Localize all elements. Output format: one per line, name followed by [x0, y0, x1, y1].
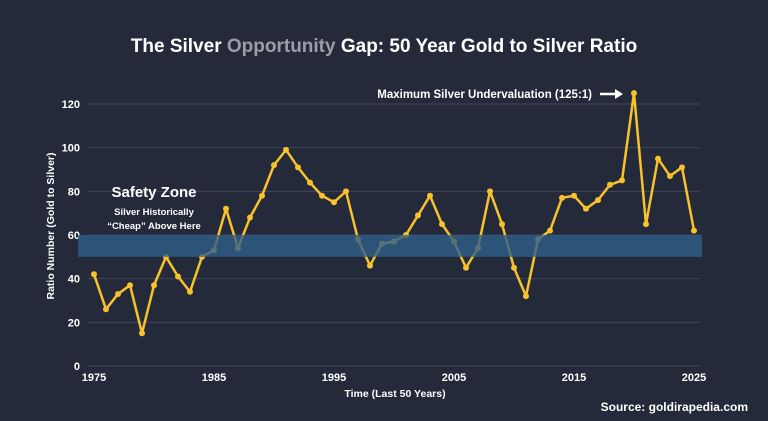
y-tick-label: 100: [62, 143, 80, 155]
safety-zone-band: [78, 235, 702, 257]
data-point: [307, 179, 313, 186]
data-point: [319, 192, 325, 199]
data-point: [679, 164, 685, 171]
data-point: [631, 90, 637, 97]
data-point: [547, 227, 553, 234]
data-point: [151, 282, 157, 289]
x-tick-label: 2025: [682, 372, 706, 384]
data-point: [691, 227, 697, 234]
y-tick-label: 60: [68, 230, 80, 242]
source-label: Source: goldirapedia.com: [601, 400, 748, 414]
data-point: [295, 164, 301, 171]
y-tick-label: 40: [68, 274, 80, 286]
data-point: [139, 330, 145, 337]
data-point: [367, 262, 373, 269]
data-point: [127, 282, 133, 289]
x-tick-label: 1985: [202, 372, 226, 384]
data-point: [427, 192, 433, 199]
y-tick-label: 20: [68, 317, 80, 329]
data-point: [271, 162, 277, 169]
data-point: [415, 212, 421, 219]
data-point: [259, 192, 265, 199]
data-point: [583, 205, 589, 212]
data-point: [439, 221, 445, 228]
x-tick-label: 2005: [442, 372, 466, 384]
x-tick-label: 1975: [82, 372, 106, 384]
data-point: [619, 177, 625, 184]
data-point: [571, 192, 577, 199]
x-tick-label: 1995: [322, 372, 346, 384]
data-point: [487, 188, 493, 195]
y-tick-label: 0: [74, 361, 80, 373]
chart-title: The Silver Opportunity Gap: 50 Year Gold…: [131, 36, 637, 57]
data-point: [283, 146, 289, 153]
arrow-right-icon: [600, 89, 623, 99]
data-point: [187, 288, 193, 295]
data-point: [223, 205, 229, 212]
y-tick-label: 120: [62, 99, 80, 111]
data-point: [511, 264, 517, 271]
band-subtitle-line-1: Silver Historically: [114, 207, 194, 218]
data-point: [559, 194, 565, 201]
x-axis-label: Time (Last 50 Years): [344, 388, 445, 400]
data-point: [499, 221, 505, 228]
data-point: [343, 188, 349, 195]
data-point: [247, 214, 253, 221]
data-point: [331, 199, 337, 206]
data-point: [523, 293, 529, 300]
data-point: [655, 155, 661, 162]
x-tick-label: 2015: [562, 372, 586, 384]
band-subtitle-line-2: “Cheap” Above Here: [107, 221, 201, 232]
data-point: [175, 273, 181, 280]
band-title: Safety Zone: [111, 184, 196, 201]
data-point: [607, 181, 613, 188]
data-point: [667, 173, 673, 180]
y-tick-label: 80: [68, 186, 80, 198]
data-point: [115, 290, 121, 297]
data-point: [595, 197, 601, 204]
data-point: [103, 306, 109, 313]
y-axis-label: Ratio Number (Gold to Silver): [45, 152, 57, 299]
data-point: [91, 271, 97, 278]
max-annotation: Maximum Silver Undervaluation (125:1): [377, 89, 592, 101]
data-point: [463, 264, 469, 271]
data-point: [643, 221, 649, 228]
